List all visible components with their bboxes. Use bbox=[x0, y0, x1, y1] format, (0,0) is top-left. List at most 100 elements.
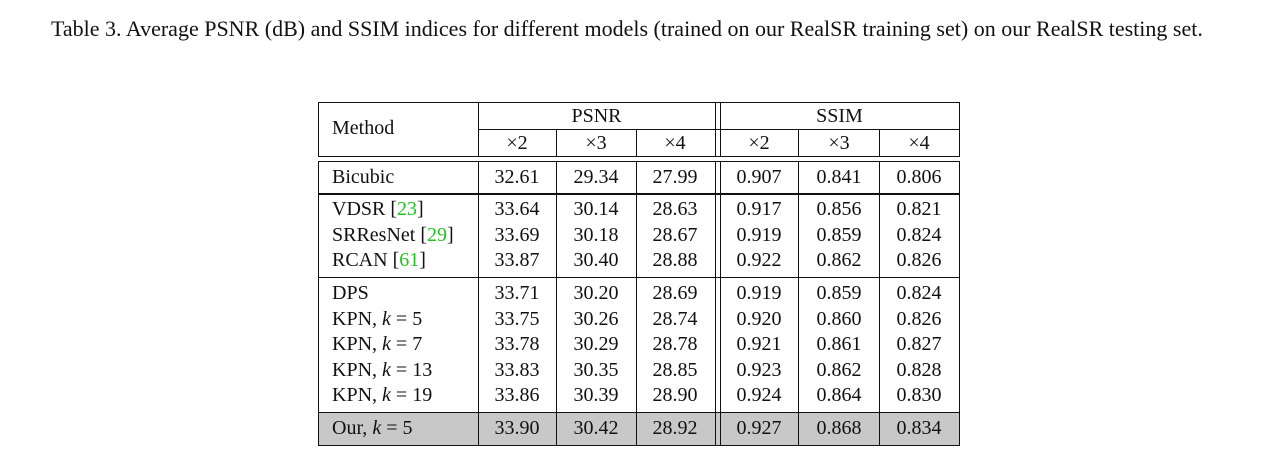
method-label: VDSR bbox=[332, 198, 386, 220]
column-rule bbox=[798, 412, 799, 445]
k-equals: = bbox=[390, 359, 413, 381]
table-cell: 0.919 bbox=[736, 224, 782, 246]
table-cell: 33.86 bbox=[494, 384, 540, 406]
column-rule bbox=[318, 161, 319, 194]
method-name: Our, k = 5 bbox=[332, 415, 478, 441]
group-top-border bbox=[318, 193, 960, 194]
scale-header: ×3 bbox=[828, 132, 850, 154]
column-rule bbox=[636, 161, 637, 194]
column-rule bbox=[556, 193, 557, 277]
table-cell: 0.841 bbox=[816, 166, 862, 188]
scale-header: ×3 bbox=[585, 132, 607, 154]
column-rule bbox=[798, 277, 799, 412]
scale-header: ×4 bbox=[908, 132, 930, 154]
column-rule bbox=[478, 193, 479, 277]
column-rule bbox=[720, 277, 721, 412]
group-header-ssim: SSIM bbox=[816, 105, 863, 127]
table-cell: 0.907 bbox=[736, 166, 782, 188]
group-top-border bbox=[318, 277, 960, 278]
column-rule bbox=[798, 129, 799, 156]
table-cell: 30.18 bbox=[573, 224, 619, 246]
header-bottom-border bbox=[318, 156, 960, 157]
column-rule bbox=[318, 193, 319, 277]
column-rule bbox=[715, 102, 716, 156]
table-cell: 30.42 bbox=[573, 417, 619, 439]
table-cell: 33.69 bbox=[494, 224, 540, 246]
table-cell: 0.921 bbox=[736, 333, 782, 355]
column-rule bbox=[798, 193, 799, 277]
table-cell: 27.99 bbox=[652, 166, 698, 188]
method-label: KPN, bbox=[332, 333, 383, 355]
column-rule bbox=[798, 161, 799, 194]
group-header-psnr: PSNR bbox=[571, 105, 622, 127]
k-value: 7 bbox=[412, 333, 423, 355]
k-symbol: k bbox=[382, 359, 391, 381]
column-rule bbox=[879, 161, 880, 194]
k-symbol: k bbox=[372, 417, 382, 439]
table-cell: 30.29 bbox=[573, 333, 619, 355]
table-cell: 33.75 bbox=[494, 308, 540, 330]
scale-header: ×4 bbox=[664, 132, 686, 154]
table-cell: 28.63 bbox=[652, 198, 698, 220]
k-equals: = bbox=[390, 333, 413, 355]
column-rule bbox=[879, 193, 880, 277]
method-label: DPS bbox=[332, 282, 369, 304]
table-cell: 28.67 bbox=[652, 224, 698, 246]
table-cell: 0.821 bbox=[896, 198, 942, 220]
table-cell: 0.917 bbox=[736, 198, 782, 220]
table-cell: 0.826 bbox=[896, 249, 942, 271]
column-rule bbox=[715, 161, 716, 194]
column-rule bbox=[478, 102, 479, 156]
table-cell: 0.923 bbox=[736, 359, 782, 381]
table-cell: 28.85 bbox=[652, 359, 698, 381]
citation-link[interactable]: 29 bbox=[427, 224, 448, 246]
table-cell: 0.862 bbox=[816, 359, 862, 381]
table-cell: 33.78 bbox=[494, 333, 540, 355]
table-cell: 0.860 bbox=[816, 308, 862, 330]
method-header: Method bbox=[332, 117, 395, 139]
method-name: Bicubic bbox=[332, 164, 478, 190]
column-rule bbox=[478, 412, 479, 445]
table-cell: 0.927 bbox=[736, 417, 782, 439]
table-cell: 0.864 bbox=[816, 384, 862, 406]
column-rule bbox=[556, 161, 557, 194]
method-name: KPN, k = 19 bbox=[332, 382, 478, 408]
method-label: RCAN bbox=[332, 249, 388, 271]
method-label: Our, bbox=[332, 417, 373, 439]
method-label: KPN, bbox=[332, 359, 383, 381]
scale-header: ×2 bbox=[506, 132, 528, 154]
column-rule bbox=[959, 161, 960, 194]
table-cell: 30.35 bbox=[573, 359, 619, 381]
k-equals: = bbox=[381, 417, 403, 439]
column-rule bbox=[720, 193, 721, 277]
highlight-row-background bbox=[318, 412, 960, 445]
table-cell: 0.856 bbox=[816, 198, 862, 220]
table-cell: 33.87 bbox=[494, 249, 540, 271]
table-cell: 0.827 bbox=[896, 333, 942, 355]
table-cell: 0.861 bbox=[816, 333, 862, 355]
table-cell: 33.71 bbox=[494, 282, 540, 304]
column-rule bbox=[959, 412, 960, 445]
citation-link[interactable]: 61 bbox=[399, 249, 420, 271]
k-value: 19 bbox=[412, 384, 433, 406]
column-rule bbox=[556, 129, 557, 156]
table-cell: 0.828 bbox=[896, 359, 942, 381]
column-rule bbox=[318, 277, 319, 412]
column-rule bbox=[959, 102, 960, 156]
column-rule bbox=[715, 277, 716, 412]
column-rule bbox=[318, 102, 319, 156]
k-value: 5 bbox=[402, 417, 413, 439]
table-cell: 0.919 bbox=[736, 282, 782, 304]
column-rule bbox=[636, 129, 637, 156]
citation-link[interactable]: 23 bbox=[397, 198, 418, 220]
column-rule bbox=[556, 277, 557, 412]
group-top-border bbox=[318, 161, 960, 162]
table-cell: 0.830 bbox=[896, 384, 942, 406]
method-name: SRResNet [29] bbox=[332, 224, 454, 246]
column-rule bbox=[879, 412, 880, 445]
table-cell: 0.859 bbox=[816, 282, 862, 304]
table-cell: 0.806 bbox=[896, 166, 942, 188]
group-top-border bbox=[318, 412, 960, 413]
column-rule bbox=[556, 412, 557, 445]
method-name: KPN, k = 5 bbox=[332, 306, 478, 332]
